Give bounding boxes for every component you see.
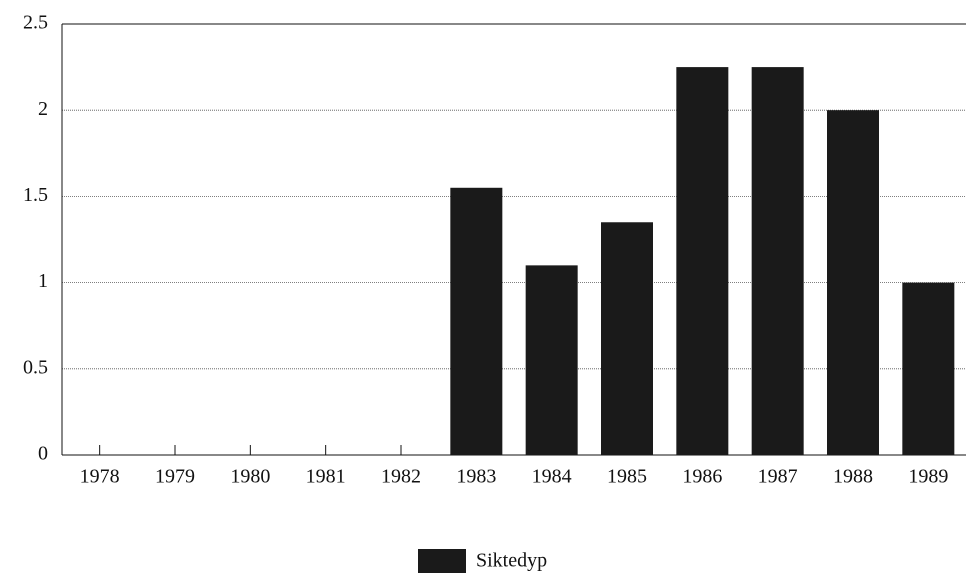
x-tick-label: 1984: [532, 466, 572, 488]
y-tick-label: 0.5: [23, 356, 48, 378]
x-tick-label: 1981: [306, 466, 346, 488]
x-tick-label: 1986: [682, 466, 722, 488]
bar: [676, 67, 729, 455]
bar: [751, 67, 804, 455]
bar: [525, 265, 578, 455]
x-tick-label: 1985: [607, 466, 647, 488]
y-tick-label: 1.5: [23, 184, 48, 206]
x-tick-label: 1982: [381, 466, 421, 488]
y-tick-label: 2.5: [23, 12, 48, 34]
x-tick-label: 1979: [155, 466, 195, 488]
x-tick-label: 1983: [456, 466, 496, 488]
x-tick-label: 1987: [758, 466, 798, 488]
bar: [601, 222, 653, 455]
x-tick-label: 1980: [230, 466, 270, 488]
bar: [902, 282, 955, 455]
bar: [827, 110, 879, 455]
y-tick-label: 2: [38, 98, 48, 120]
legend-label: Siktedyp: [476, 550, 547, 572]
legend-swatch: [418, 549, 466, 573]
x-tick-label: 1978: [80, 466, 120, 488]
x-tick-label: 1989: [908, 466, 948, 488]
bar: [450, 187, 503, 455]
x-tick-label: 1988: [833, 466, 873, 488]
y-tick-label: 1: [38, 270, 48, 292]
y-tick-label: 0: [38, 443, 48, 465]
